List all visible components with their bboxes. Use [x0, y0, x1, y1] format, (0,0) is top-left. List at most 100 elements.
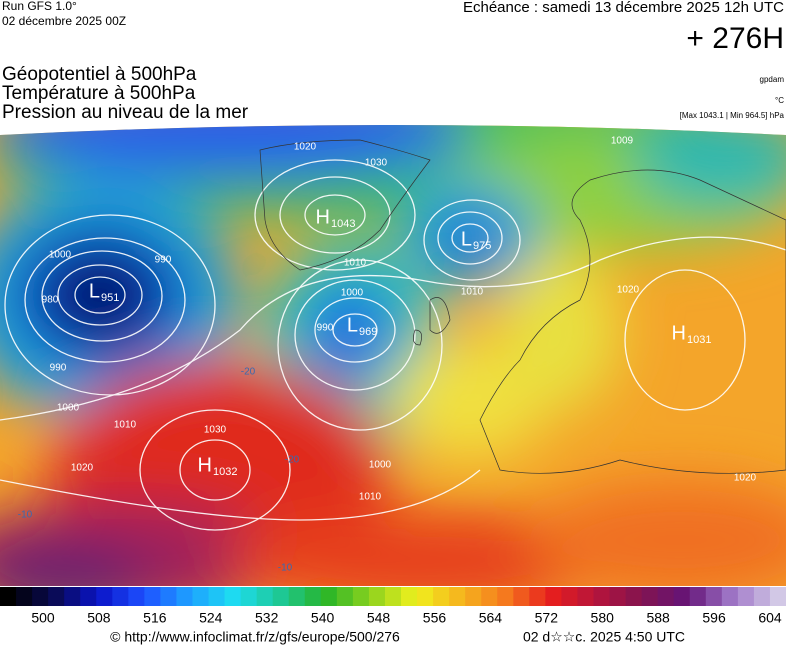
colorbar-swatch	[176, 587, 193, 606]
colorbar-swatch	[417, 587, 434, 606]
layer: Température à 500hPa	[2, 83, 196, 104]
center-value: 951	[101, 292, 119, 304]
colorbar-label: 572	[535, 610, 559, 626]
center-value: 1031	[687, 334, 711, 346]
colorbar-label: 516	[143, 610, 167, 626]
temperature-label: -20	[285, 455, 300, 466]
center-value: 1043	[331, 218, 355, 230]
colorbar: 500 508 516 524 532 540 548 556 564 572 580 588 596 6…	[0, 587, 786, 626]
center-value: 969	[359, 326, 377, 338]
colorbar-swatch	[32, 587, 49, 606]
colorbar-swatch	[497, 587, 514, 606]
colorbar-swatch	[256, 587, 274, 606]
colorbar-swatch	[128, 587, 145, 606]
center-symbol: H	[198, 454, 212, 476]
colorbar-swatch	[48, 587, 65, 606]
echeance: Echéance : samedi 13 décembre 2025 12h U…	[463, 0, 784, 16]
colorbar-swatch	[673, 587, 691, 606]
colorbar-label: 556	[423, 610, 447, 626]
isobar-label: 1000	[57, 403, 80, 414]
colorbar-swatch	[80, 587, 97, 606]
isobar-label: 1010	[359, 492, 382, 503]
layer: Géopotentiel à 500hPa	[2, 64, 197, 85]
colorbar-swatch	[737, 587, 755, 606]
colorbar-swatch	[689, 587, 707, 606]
colorbar-swatch	[705, 587, 723, 606]
colorbar-swatch	[561, 587, 578, 606]
colorbar-swatch	[320, 587, 338, 606]
colorbar-label: 500	[31, 610, 55, 626]
temperature-label: -10	[278, 563, 293, 574]
colorbar-swatch	[64, 587, 81, 606]
center-symbol: H	[316, 206, 330, 228]
colorbar-swatch	[144, 587, 161, 606]
isobar-label: 1020	[734, 473, 757, 484]
isobar-label: 990	[317, 323, 334, 334]
colorbar-swatch	[96, 587, 113, 606]
colorbar-swatch	[529, 587, 546, 606]
generated: 02 d☆☆c. 2025 4:50 UTC	[523, 629, 685, 645]
colorbar-label: 588	[646, 610, 670, 626]
colorbar-swatch	[481, 587, 498, 606]
colorbar-swatch	[160, 587, 177, 606]
colorbar-label: 548	[367, 610, 391, 626]
colorbar-swatch	[753, 587, 771, 606]
colorbar-swatch	[577, 587, 595, 606]
colorbar-label: 580	[591, 610, 615, 626]
colorbar-swatch	[16, 587, 33, 606]
unit: °C	[775, 96, 784, 105]
center-symbol: L	[89, 280, 100, 302]
colorbar-label: 564	[479, 610, 503, 626]
isobar-label: 1000	[49, 250, 72, 261]
center-symbol: L	[461, 228, 472, 250]
isobar-label: 1020	[71, 463, 94, 474]
isobar-label: 990	[155, 255, 172, 266]
layer: Pression au niveau de la mer	[2, 102, 249, 123]
isobar-label: 1020	[617, 285, 640, 296]
colorbar-swatch	[208, 587, 226, 606]
colorbar-swatch	[384, 587, 402, 606]
colorbar-swatch	[0, 587, 17, 606]
colorbar-swatch	[352, 587, 370, 606]
colorbar-swatch	[593, 587, 611, 606]
colorbar-swatch	[465, 587, 482, 606]
colorbar-swatch	[401, 587, 418, 606]
colorbar-label: 540	[311, 610, 335, 626]
center-value: 975	[473, 240, 491, 252]
isobar-label: 1010	[114, 420, 137, 431]
run: Run GFS 1.0°	[2, 0, 77, 13]
colorbar-swatch	[449, 587, 466, 606]
horizon: + 276H	[686, 22, 784, 55]
colorbar-swatch	[433, 587, 450, 606]
colorbar-label: 604	[758, 610, 782, 626]
colorbar-swatch	[272, 587, 290, 606]
center-value: 1032	[213, 466, 237, 478]
isobar-label: 1010	[461, 287, 484, 298]
unit: gpdam	[760, 75, 785, 84]
colorbar-swatch	[721, 587, 739, 606]
unit: [Max 1043.1 | Min 964.5] hPa	[680, 111, 785, 120]
colorbar-swatch	[641, 587, 659, 606]
temperature-label: -10	[18, 510, 33, 521]
center-symbol: L	[347, 314, 358, 336]
colorbar-label: 508	[87, 610, 111, 626]
colorbar-swatch	[513, 587, 530, 606]
colorbar-label: 524	[199, 610, 223, 626]
colorbar-swatch	[288, 587, 306, 606]
colorbar-swatch	[769, 587, 786, 606]
colorbar-swatch	[240, 587, 258, 606]
isobar-label: 1010	[344, 258, 367, 269]
center-symbol: H	[672, 322, 686, 344]
colorbar-swatch	[192, 587, 210, 606]
colorbar-swatch	[224, 587, 242, 606]
isobar-label: 1000	[369, 460, 392, 471]
temperature-label: -20	[241, 367, 256, 378]
map	[0, 125, 786, 586]
source: © http://www.infoclimat.fr/z/gfs/europe/…	[110, 629, 400, 645]
isobar-label: 990	[50, 363, 67, 374]
isobar-label: 1000	[341, 288, 364, 299]
colorbar-swatch	[545, 587, 562, 606]
colorbar-swatch	[368, 587, 386, 606]
